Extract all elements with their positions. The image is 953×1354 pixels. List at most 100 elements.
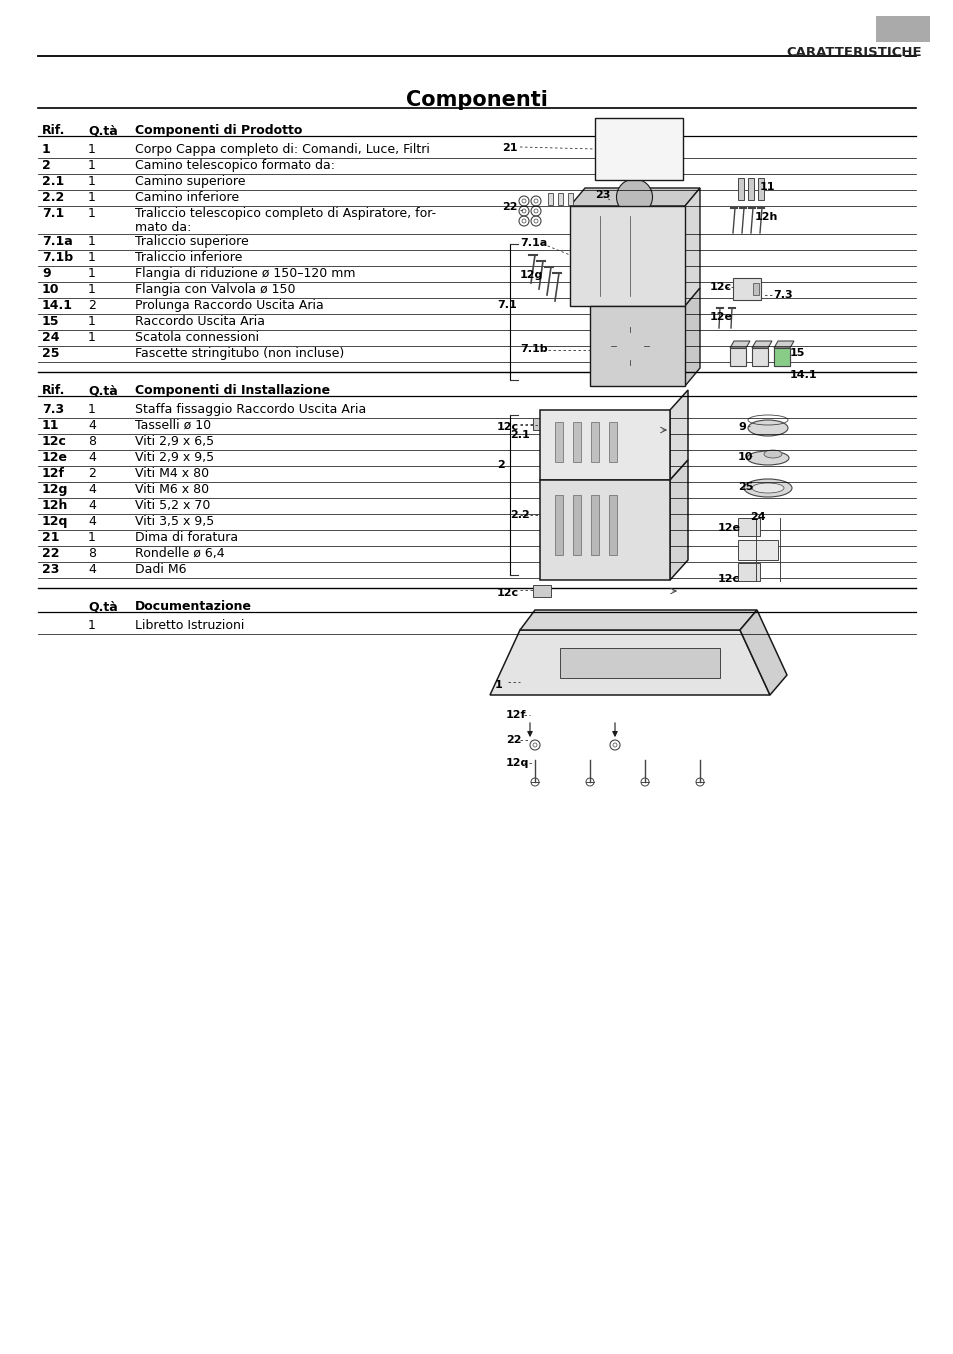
Text: Rif.: Rif. xyxy=(42,125,66,137)
Circle shape xyxy=(608,168,613,173)
Bar xyxy=(608,422,617,462)
Text: 12g: 12g xyxy=(519,269,543,280)
Text: 23: 23 xyxy=(42,563,59,575)
Circle shape xyxy=(616,179,652,215)
Text: 12c: 12c xyxy=(497,422,518,432)
Text: 12h: 12h xyxy=(42,500,69,512)
Text: 1: 1 xyxy=(88,531,95,544)
Polygon shape xyxy=(773,341,793,348)
Bar xyxy=(589,306,684,386)
Text: 12f: 12f xyxy=(42,467,65,481)
Bar xyxy=(747,177,753,200)
Text: 2.1: 2.1 xyxy=(510,431,529,440)
Bar xyxy=(558,194,562,204)
Ellipse shape xyxy=(763,450,781,458)
Text: 25: 25 xyxy=(738,482,753,492)
Text: 7.1: 7.1 xyxy=(42,207,64,219)
Text: Viti 3,5 x 9,5: Viti 3,5 x 9,5 xyxy=(135,515,214,528)
Text: 1: 1 xyxy=(88,207,95,219)
Circle shape xyxy=(572,661,577,666)
Text: Dadi M6: Dadi M6 xyxy=(135,563,186,575)
Circle shape xyxy=(637,148,640,152)
Text: Libretto Istruzioni: Libretto Istruzioni xyxy=(135,619,244,632)
Text: 1: 1 xyxy=(495,680,502,691)
Ellipse shape xyxy=(747,420,787,436)
Text: 10: 10 xyxy=(738,452,753,462)
Text: 21: 21 xyxy=(42,531,59,544)
Text: 4: 4 xyxy=(88,451,95,464)
Text: 22: 22 xyxy=(501,202,517,213)
Polygon shape xyxy=(684,288,700,386)
Polygon shape xyxy=(669,390,687,481)
Text: 4: 4 xyxy=(88,418,95,432)
Text: 4: 4 xyxy=(88,563,95,575)
Polygon shape xyxy=(569,188,700,206)
Polygon shape xyxy=(740,611,786,695)
Text: 22: 22 xyxy=(42,547,59,561)
Bar xyxy=(738,177,743,200)
Text: 2: 2 xyxy=(88,467,95,481)
Text: Viti M6 x 80: Viti M6 x 80 xyxy=(135,483,209,496)
Bar xyxy=(729,348,745,366)
Text: 12c: 12c xyxy=(718,574,740,584)
Text: 4: 4 xyxy=(88,515,95,528)
Bar xyxy=(539,481,669,580)
Text: 1: 1 xyxy=(88,175,95,188)
Text: Viti 2,9 x 6,5: Viti 2,9 x 6,5 xyxy=(135,435,213,448)
Text: 9: 9 xyxy=(738,422,745,432)
Text: 14.1: 14.1 xyxy=(789,370,817,380)
Circle shape xyxy=(664,125,669,130)
Bar xyxy=(758,177,763,200)
Bar xyxy=(738,540,778,561)
Text: 9: 9 xyxy=(42,267,51,280)
Text: 2.2: 2.2 xyxy=(42,191,64,204)
Text: 11: 11 xyxy=(42,418,59,432)
Text: 25: 25 xyxy=(42,347,59,360)
Text: 12q: 12q xyxy=(505,758,529,768)
Text: CARATTERISTICHE: CARATTERISTICHE xyxy=(785,46,921,60)
Bar xyxy=(773,348,789,366)
Bar xyxy=(539,410,669,481)
Text: 7: 7 xyxy=(896,46,908,64)
Bar xyxy=(555,422,562,462)
Bar xyxy=(752,283,759,295)
Text: Prolunga Raccordo Uscita Aria: Prolunga Raccordo Uscita Aria xyxy=(135,299,323,311)
Text: 24: 24 xyxy=(42,330,59,344)
Text: 1: 1 xyxy=(88,144,95,156)
Text: 7.3: 7.3 xyxy=(772,290,792,301)
Text: 1: 1 xyxy=(88,403,95,416)
Bar xyxy=(773,348,789,366)
Text: 1: 1 xyxy=(42,144,51,156)
Bar xyxy=(738,519,760,536)
Text: 23: 23 xyxy=(595,190,610,200)
Text: Rif.: Rif. xyxy=(42,385,66,397)
Text: Camino telescopico formato da:: Camino telescopico formato da: xyxy=(135,158,335,172)
Text: 10: 10 xyxy=(42,283,59,297)
Text: 12h: 12h xyxy=(754,213,778,222)
Text: 1: 1 xyxy=(88,330,95,344)
Text: 7.1b: 7.1b xyxy=(519,344,547,353)
Text: 1: 1 xyxy=(88,315,95,328)
Text: 7.3: 7.3 xyxy=(42,403,64,416)
Text: Corpo Cappa completo di: Comandi, Luce, Filtri: Corpo Cappa completo di: Comandi, Luce, … xyxy=(135,144,430,156)
Text: Documentazione: Documentazione xyxy=(135,600,252,613)
Text: 1: 1 xyxy=(88,283,95,297)
Text: Traliccio superiore: Traliccio superiore xyxy=(135,236,249,248)
Bar xyxy=(573,496,580,555)
Text: 7.1a: 7.1a xyxy=(42,236,72,248)
Text: Camino inferiore: Camino inferiore xyxy=(135,191,239,204)
Text: Camino superiore: Camino superiore xyxy=(135,175,245,188)
Text: 1: 1 xyxy=(88,619,95,632)
Text: 22: 22 xyxy=(505,735,521,745)
Text: Q.tà: Q.tà xyxy=(88,125,117,137)
Bar xyxy=(590,422,598,462)
Bar xyxy=(569,206,684,306)
Text: 8: 8 xyxy=(88,435,96,448)
Polygon shape xyxy=(751,341,771,348)
Text: 12q: 12q xyxy=(42,515,69,528)
Text: 14.1: 14.1 xyxy=(42,299,73,311)
Circle shape xyxy=(664,168,669,173)
Ellipse shape xyxy=(743,479,791,497)
Text: Raccordo Uscita Aria: Raccordo Uscita Aria xyxy=(135,315,265,328)
Text: 2.2: 2.2 xyxy=(510,510,529,520)
